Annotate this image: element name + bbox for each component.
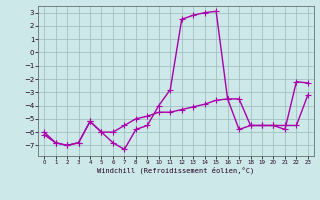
X-axis label: Windchill (Refroidissement éolien,°C): Windchill (Refroidissement éolien,°C): [97, 167, 255, 174]
